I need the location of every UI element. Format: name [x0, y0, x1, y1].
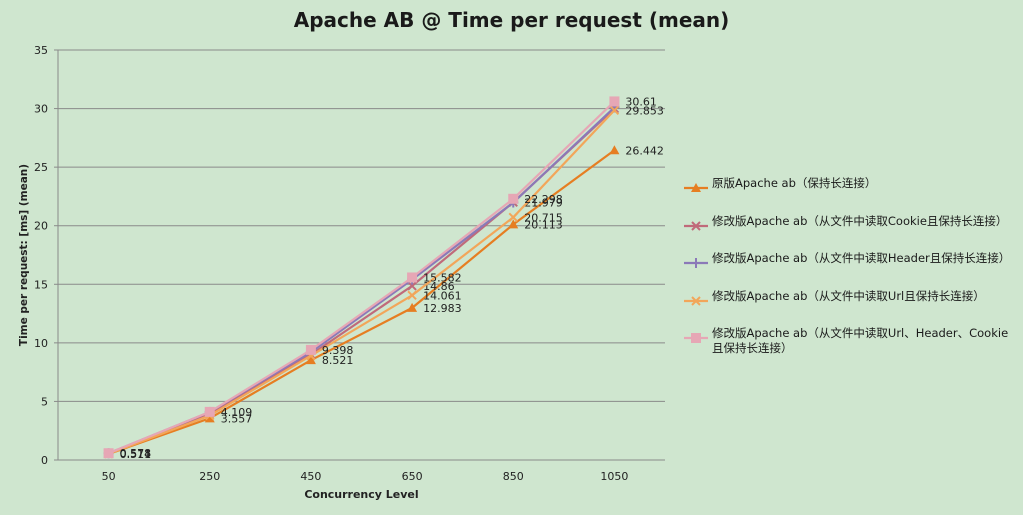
legend-item: 修改版Apache ab（从文件中读取Cookie且保持长连接）: [684, 214, 1019, 252]
x-axis-title: Concurrency Level: [304, 488, 418, 501]
legend: 原版Apache ab（保持长连接） 修改版Apache ab（从文件中读取Coo…: [684, 176, 1019, 364]
data-label: 20.715: [524, 211, 563, 224]
x-marker-b: [407, 290, 417, 300]
legend-label: 修改版Apache ab（从文件中读取Header且保持长连接）: [712, 251, 1011, 265]
legend-swatch: [684, 295, 708, 306]
data-point-series-1: [305, 355, 316, 365]
x-tick-label: 50: [102, 470, 116, 483]
x-marker-b: [691, 220, 701, 231]
series-line-4: [108, 109, 616, 455]
triangle-marker: [609, 145, 620, 155]
data-label: 8.521: [322, 354, 354, 367]
triangle-marker: [407, 302, 418, 312]
square-marker: [508, 193, 519, 204]
square-marker: [204, 406, 215, 417]
data-label: 22.298: [524, 193, 563, 206]
legend-swatch: [684, 333, 708, 343]
data-label: 12.983: [423, 302, 462, 315]
y-tick-label: 30: [34, 103, 48, 116]
triangle-marker: [204, 413, 215, 423]
legend-swatch: [684, 258, 708, 268]
data-label: 14.86: [423, 280, 455, 293]
y-tick-label: 35: [34, 44, 48, 57]
legend-label: 原版Apache ab（保持长连接）: [712, 176, 877, 190]
data-label: 0.511: [120, 448, 152, 461]
x-tick-label: 650: [402, 470, 423, 483]
y-tick-label: 25: [34, 161, 48, 174]
square-marker: [407, 272, 418, 283]
plot-area: [58, 50, 665, 460]
legend-label: 修改版Apache ab（从文件中读取Url且保持长连接）: [712, 288, 985, 303]
y-tick-label: 15: [34, 278, 48, 291]
data-label: 15.582: [423, 271, 462, 284]
data-label: 20.113: [524, 218, 563, 231]
legend-label: 修改版Apache ab（从文件中读取Url、Header、Cookie且保持长…: [712, 326, 1009, 355]
series-line-5: [108, 100, 616, 455]
y-tick-label: 10: [34, 337, 48, 350]
data-label: 3.557: [221, 412, 253, 425]
y-axis-title: Time per request: [ms] (mean): [18, 164, 30, 346]
square-marker: [305, 344, 316, 355]
data-label: 21.979: [524, 197, 563, 210]
legend-swatch: [684, 220, 708, 231]
y-tick-label: 0: [41, 454, 48, 467]
y-tick-label: 20: [34, 220, 48, 233]
data-point-series-2: [691, 220, 701, 231]
square-marker: [691, 333, 701, 343]
data-point-series-5: [609, 96, 620, 107]
legend-item: 原版Apache ab（保持长连接）: [684, 176, 1019, 214]
data-point-series-5: [305, 344, 316, 355]
data-label: 9.398: [322, 344, 354, 357]
data-label: 29.853: [625, 104, 664, 117]
x-tick-label: 850: [503, 470, 524, 483]
data-point-series-5: [691, 333, 701, 343]
data-label: 0.574: [120, 447, 152, 460]
y-tick-label: 5: [41, 395, 48, 408]
series-line-1: [108, 149, 616, 456]
triangle-marker: [508, 219, 519, 229]
data-point-series-1: [609, 145, 620, 155]
data-point-series-1: [204, 413, 215, 423]
data-point-series-5: [407, 272, 418, 283]
x-tick-label: 250: [199, 470, 220, 483]
legend-swatch: [684, 183, 708, 192]
triangle-marker: [305, 355, 316, 365]
x-tick-label: 450: [300, 470, 321, 483]
x-marker-b: [407, 281, 417, 291]
data-point-series-5: [103, 448, 114, 459]
data-label: 4.109: [221, 406, 253, 419]
data-point-series-5: [508, 193, 519, 204]
data-point-series-4: [407, 290, 417, 300]
data-point-series-3: [691, 258, 701, 268]
data-point-series-1: [508, 219, 519, 229]
x-marker-b: [691, 295, 701, 306]
x-tick-label: 1050: [600, 470, 628, 483]
data-label: 0.578: [120, 447, 152, 460]
data-point-series-4: [609, 105, 620, 116]
chart-title: Apache AB @ Time per request (mean): [293, 8, 730, 32]
data-point-series-4: [508, 212, 518, 223]
data-point-series-1: [407, 302, 418, 312]
legend-item: 修改版Apache ab（从文件中读取Header且保持长连接）: [684, 251, 1019, 289]
square-marker: [609, 96, 620, 107]
data-point-series-4: [691, 295, 701, 306]
square-marker: [103, 448, 114, 459]
legend-item: 修改版Apache ab（从文件中读取Url、Header、Cookie且保持长…: [684, 326, 1019, 364]
data-point-series-2: [407, 281, 417, 291]
legend-item: 修改版Apache ab（从文件中读取Url且保持长连接）: [684, 289, 1019, 327]
x-marker-b: [609, 105, 620, 116]
triangle-marker: [691, 183, 701, 192]
x-marker-b: [508, 212, 518, 223]
data-label: 30.61: [625, 95, 657, 108]
data-point-series-1: [691, 183, 701, 192]
data-label: 14.061: [423, 289, 462, 302]
legend-label: 修改版Apache ab（从文件中读取Cookie且保持长连接）: [712, 213, 1008, 228]
data-point-series-5: [204, 406, 215, 417]
data-label: 26.442: [625, 144, 664, 157]
